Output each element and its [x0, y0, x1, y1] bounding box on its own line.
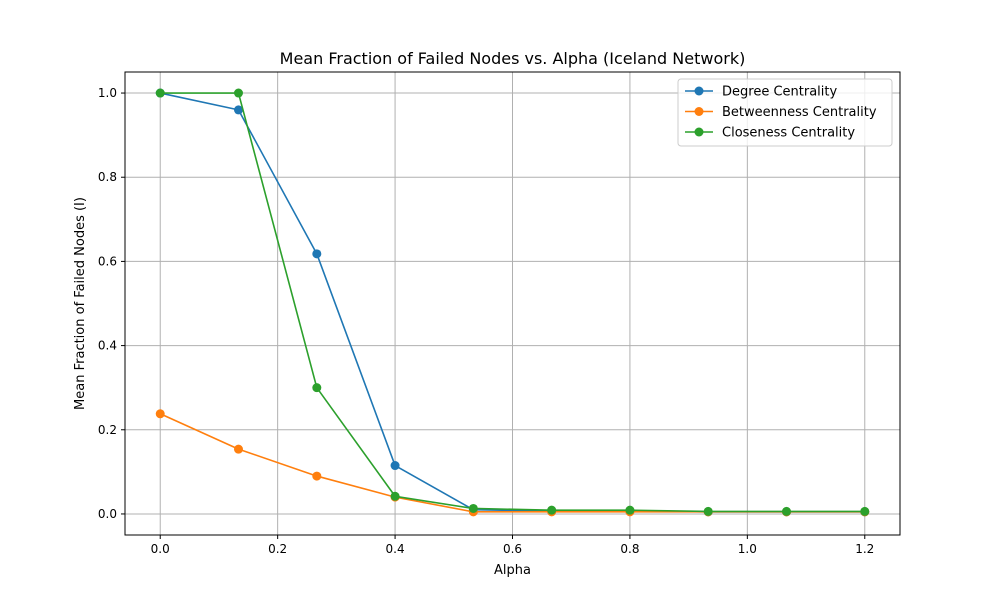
y-axis-label: Mean Fraction of Failed Nodes (I)	[73, 197, 88, 410]
data-point	[312, 383, 322, 393]
series-3	[155, 88, 870, 516]
data-point	[155, 88, 165, 98]
data-point	[312, 249, 322, 259]
legend-label: Degree Centrality	[722, 85, 837, 100]
data-point	[155, 409, 165, 419]
data-point	[312, 471, 322, 481]
x-tick-label: 1.0	[738, 542, 757, 556]
x-tick-label: 0.4	[386, 542, 405, 556]
legend: Degree Centrality Betweenness Centrality C…	[677, 78, 893, 147]
data-point	[390, 491, 400, 501]
legend-label: Closeness Centrality	[722, 126, 855, 141]
legend-entry: Closeness Centrality	[685, 126, 855, 141]
x-tick-label: 0.0	[151, 542, 170, 556]
data-point	[703, 506, 713, 516]
y-tick-label: 1.0	[98, 86, 117, 100]
data-point	[625, 505, 635, 515]
data-point	[468, 503, 478, 513]
x-tick-label: 0.2	[268, 542, 287, 556]
data-point	[390, 461, 400, 471]
y-tick-label: 0.2	[98, 423, 117, 437]
axis-ticks: 0.0 0.2 0.4 0.6 0.8 1.0 1.2 0.0 0.2 0.4 0.6 0.8 1.0	[98, 86, 874, 556]
y-tick-label: 0.0	[98, 507, 117, 521]
data-point	[233, 88, 243, 98]
legend-marker	[694, 107, 704, 116]
legend-label: Betweenness Centrality	[722, 105, 877, 120]
x-tick-label: 0.8	[620, 542, 639, 556]
legend-entry: Betweenness Centrality	[685, 105, 877, 120]
y-tick-label: 0.4	[98, 339, 117, 353]
data-point	[233, 105, 243, 115]
x-tick-label: 0.6	[503, 542, 522, 556]
x-tick-label: 1.2	[855, 542, 874, 556]
data-point	[233, 444, 243, 454]
y-tick-label: 0.6	[98, 254, 117, 268]
series-line	[160, 92, 865, 513]
legend-entries: Degree Centrality Betweenness Centrality C…	[685, 85, 877, 141]
data-point	[547, 505, 557, 515]
legend-box	[677, 78, 893, 147]
x-axis-label: Alpha	[494, 563, 531, 578]
legend-marker	[694, 127, 704, 137]
chart-title: Mean Fraction of Failed Nodes vs. Alpha …	[280, 49, 746, 68]
legend-marker	[694, 86, 704, 96]
y-tick-label: 0.8	[98, 170, 117, 184]
legend-entry: Degree Centrality	[685, 85, 837, 100]
data-point	[860, 506, 870, 516]
data-point	[782, 506, 792, 516]
series-lines	[155, 88, 870, 517]
